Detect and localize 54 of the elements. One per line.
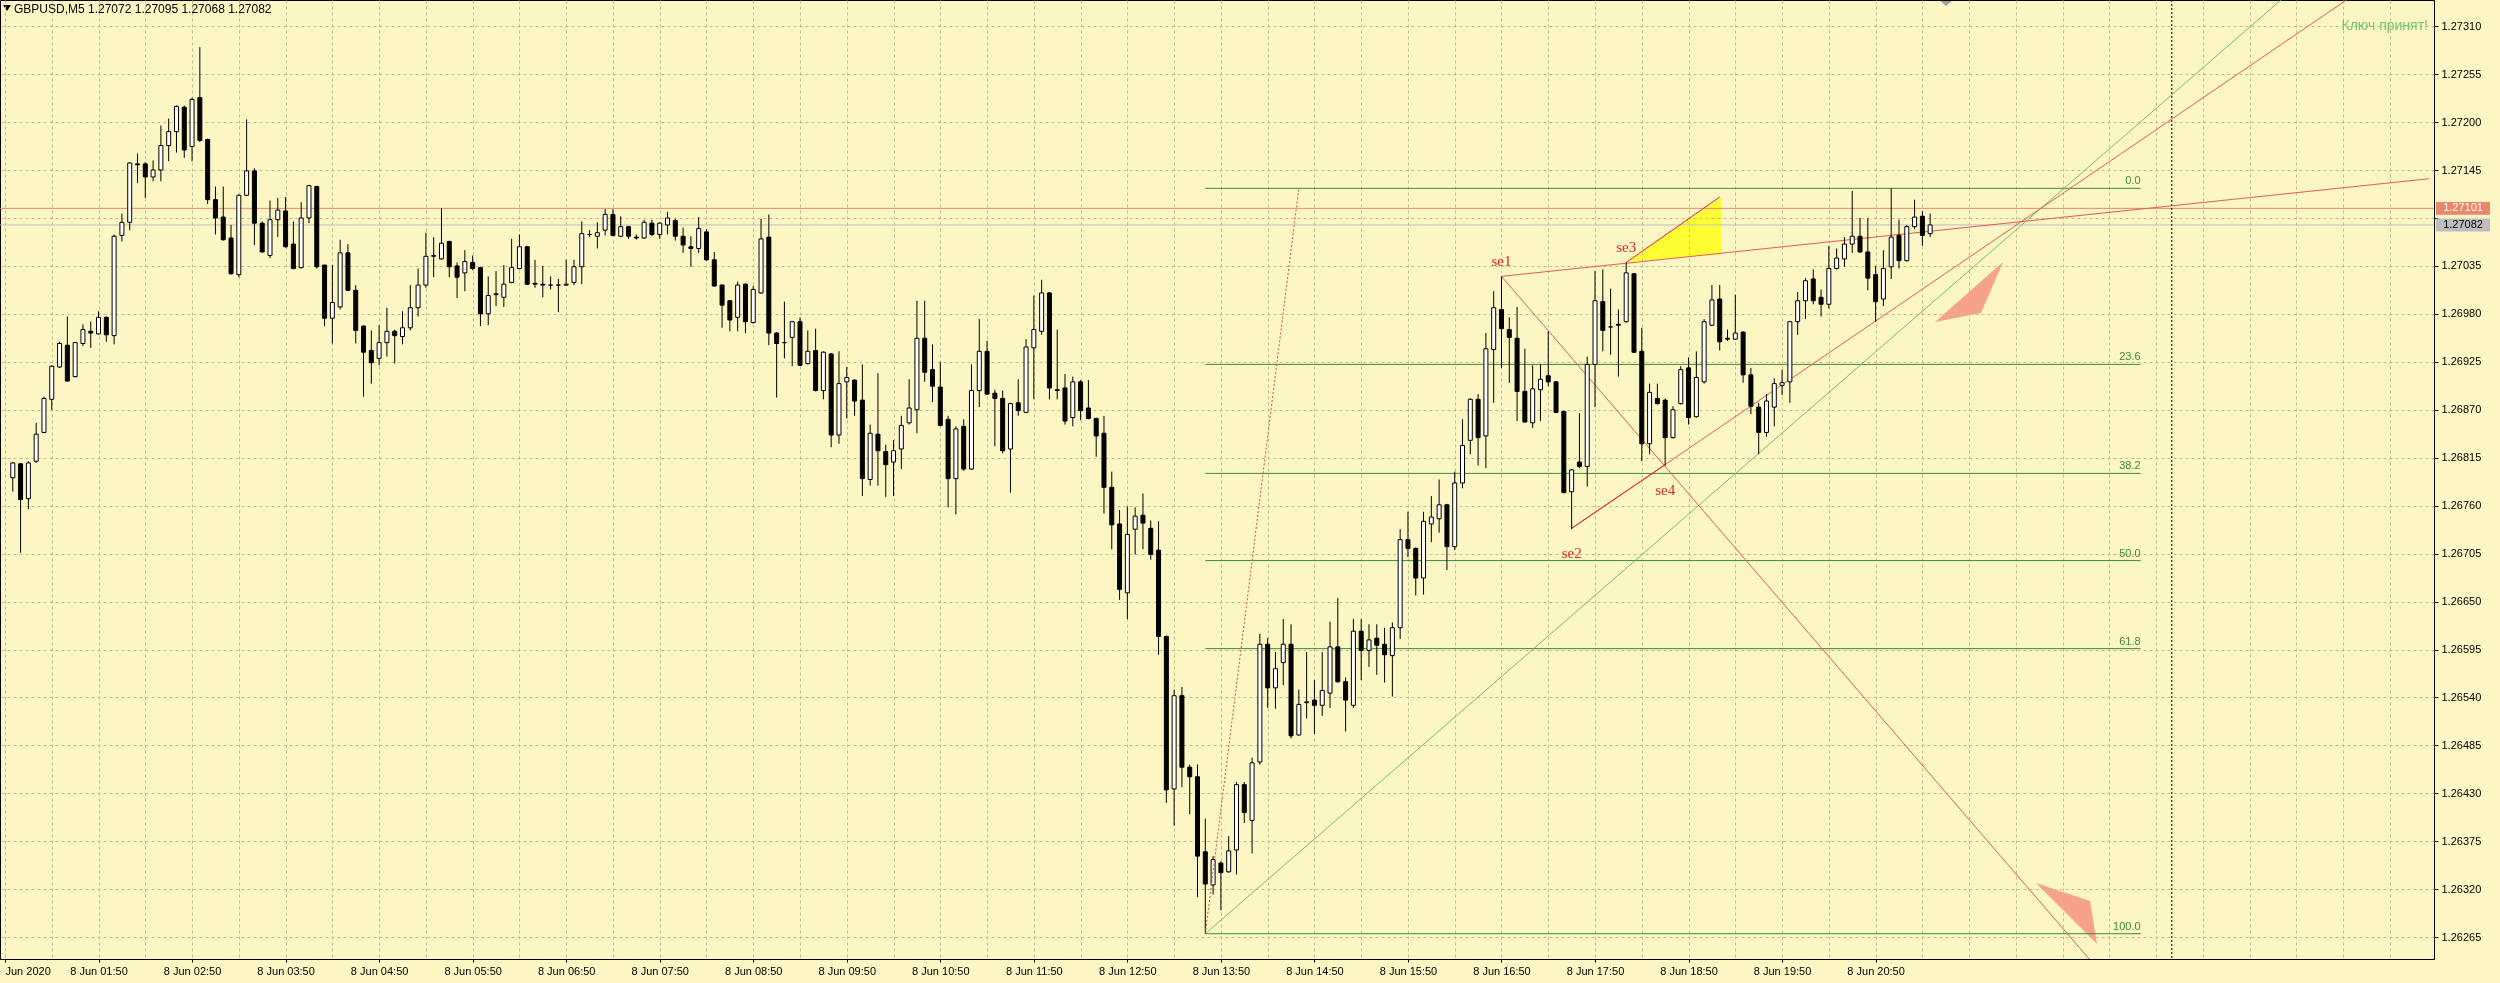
chart-title: GBPUSD,M5 1.27072 1.27095 1.27068 1.27082	[14, 2, 272, 16]
x-tick-label: 8 Jun 04:50	[350, 964, 409, 977]
x-tick-label: Jun 2020	[5, 964, 51, 977]
x-tick-label: 8 Jun 15:50	[1379, 964, 1438, 977]
y-tick-label: 1.26485	[2441, 738, 2482, 751]
x-tick-label: 8 Jun 13:50	[1192, 964, 1251, 977]
y-tick-label: 1.27200	[2441, 115, 2482, 128]
y-tick-label: 1.26320	[2441, 882, 2482, 895]
ref-line-label: 1.27082	[2443, 217, 2483, 230]
annotation: se2	[1561, 545, 1582, 562]
x-tick-label: 8 Jun 14:50	[1286, 964, 1344, 977]
annotation: se3	[1616, 239, 1637, 256]
x-tick-label: 8 Jun 07:50	[631, 964, 689, 977]
y-tick-label: 1.27310	[2441, 19, 2482, 32]
x-tick-label: 8 Jun 18:50	[1660, 964, 1718, 977]
y-tick-label: 1.26540	[2441, 690, 2482, 703]
annotation: se1	[1491, 253, 1512, 270]
annotation: Ключ принят!	[2341, 17, 2428, 33]
y-tick-label: 1.26815	[2441, 451, 2482, 464]
y-tick-label: 1.26760	[2441, 499, 2482, 512]
y-tick-label: 1.26980	[2441, 307, 2482, 320]
x-tick-label: 8 Jun 02:50	[163, 964, 222, 977]
y-tick-label: 1.26925	[2441, 355, 2482, 368]
x-tick-label: 8 Jun 09:50	[818, 964, 877, 977]
y-tick-label: 1.26705	[2441, 547, 2482, 560]
x-tick-label: 8 Jun 10:50	[912, 964, 970, 977]
x-tick-label: 8 Jun 16:50	[1473, 964, 1531, 977]
series-label: 23.6	[2119, 350, 2141, 363]
x-tick-label: 8 Jun 12:50	[1099, 964, 1157, 977]
ref-line-label: 1.27101	[2443, 201, 2483, 214]
series-label: 61.8	[2119, 634, 2141, 647]
annotation: se4	[1655, 481, 1676, 498]
y-tick-label: 1.26650	[2441, 595, 2482, 608]
series-label: 100.0	[2113, 919, 2141, 932]
x-tick-label: 8 Jun 11:50	[1005, 964, 1063, 977]
y-tick-label: 1.27035	[2441, 259, 2482, 272]
x-tick-label: 8 Jun 08:50	[724, 964, 783, 977]
x-tick-label: 8 Jun 05:50	[444, 964, 502, 977]
y-tick-label: 1.26265	[2441, 930, 2482, 943]
x-tick-label: 8 Jun 17:50	[1566, 964, 1625, 977]
y-tick-label: 1.26595	[2441, 643, 2482, 655]
series-label: 50.0	[2119, 546, 2141, 559]
x-tick-label: 8 Jun 01:50	[70, 964, 128, 977]
x-tick-label: 8 Jun 20:50	[1847, 964, 1905, 977]
x-tick-label: 8 Jun 19:50	[1753, 964, 1812, 977]
y-tick-label: 1.27255	[2441, 67, 2482, 80]
x-tick-label: 8 Jun 06:50	[537, 964, 596, 977]
x-tick-label: 8 Jun 03:50	[257, 964, 315, 977]
series-label: 0.0	[2125, 174, 2141, 187]
y-tick-label: 1.27145	[2441, 163, 2482, 176]
series-label: 38.2	[2119, 459, 2141, 472]
y-tick-label: 1.26870	[2441, 403, 2482, 416]
y-tick-label: 1.26375	[2441, 834, 2482, 847]
y-tick-label: 1.26430	[2441, 786, 2482, 799]
